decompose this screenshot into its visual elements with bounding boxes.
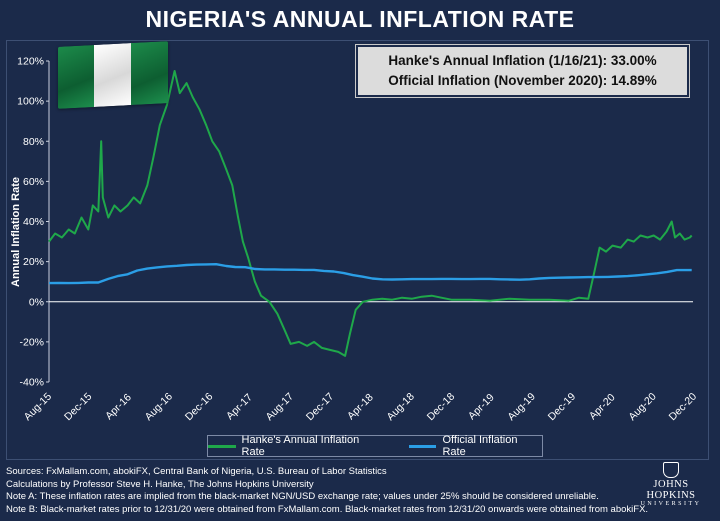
series-line-hanke xyxy=(48,70,693,357)
x-tick-label: Apr-16 xyxy=(103,391,134,422)
y-tick-label: -20% xyxy=(19,336,44,348)
x-tick-label: Dec-20 xyxy=(667,391,700,424)
y-tick-label: 40% xyxy=(23,216,44,228)
official-summary: Official Inflation (November 2020): 14.8… xyxy=(388,73,657,88)
x-tick-label: Apr-19 xyxy=(466,391,497,422)
x-tick-label: Aug-18 xyxy=(384,391,417,424)
y-tick-label: 20% xyxy=(23,256,44,268)
legend-item-hanke: Hanke's Annual Inflation Rate xyxy=(208,434,383,458)
y-tick-label: -40% xyxy=(19,377,44,389)
y-tick-label: 0% xyxy=(29,296,44,308)
x-tick-label: Aug-20 xyxy=(626,391,659,424)
x-tick-label: Aug-16 xyxy=(143,391,176,424)
x-tick-label: Dec-19 xyxy=(546,391,579,424)
jhu-logo-name: JOHNS HOPKINS xyxy=(646,479,696,501)
y-axis-label: Annual Inflation Rate xyxy=(10,177,22,287)
jhu-crest-icon xyxy=(663,462,679,478)
x-tick-label: Apr-18 xyxy=(345,391,376,422)
x-tick-label: Dec-15 xyxy=(62,391,95,424)
note-b: Note B: Black-market rates prior to 12/3… xyxy=(6,504,649,516)
legend-swatch-hanke xyxy=(208,444,236,448)
y-tick-label: 60% xyxy=(23,176,44,188)
sources-note: Sources: FxMallam.com, abokiFX, Central … xyxy=(6,466,387,477)
jhu-logo-sub: UNIVERSITY xyxy=(640,501,702,507)
x-tick-label: Aug-17 xyxy=(264,391,297,424)
x-tick-label: Aug-15 xyxy=(22,391,55,424)
legend-item-official: Official Inflation Rate xyxy=(408,434,542,458)
x-tick-label: Aug-19 xyxy=(505,391,538,424)
jhu-logo: JOHNS HOPKINS UNIVERSITY xyxy=(628,462,714,507)
legend-swatch-official xyxy=(408,444,437,448)
chart-frame: -40% -20% 0% 20% 40% 60% 80% 100% 120% Aug-15 Dec-… xyxy=(6,40,709,460)
x-tick-label: Dec-16 xyxy=(183,391,216,424)
chart-plot: -40%-20%0%20%40%60%80%100%120%Aug-15 Dec-… xyxy=(17,56,700,424)
y-tick-label: 120% xyxy=(17,56,44,68)
note-a: Note A: These inflation rates are implie… xyxy=(6,491,599,503)
nigeria-flag-icon xyxy=(58,41,168,109)
x-tick-label: Apr-17 xyxy=(224,391,255,422)
hanke-summary: Hanke's Annual Inflation (1/16/21): 33.0… xyxy=(388,53,657,68)
chart-title: NIGERIA'S ANNUAL INFLATION RATE xyxy=(145,6,575,32)
legend-label-official: Official Inflation Rate xyxy=(442,434,518,458)
x-tick-label: Dec-18 xyxy=(425,391,458,424)
y-tick-label: 80% xyxy=(23,136,44,148)
summary-box: Hanke's Annual Inflation (1/16/21): 33.0… xyxy=(355,44,690,98)
series-line-official xyxy=(48,263,692,285)
chart-legend: Hanke's Annual Inflation Rate Official I… xyxy=(207,434,543,458)
x-tick-label: Dec-17 xyxy=(304,391,337,424)
calculations-note: Calculations by Professor Steve H. Hanke… xyxy=(6,478,314,490)
x-tick-label: Apr-20 xyxy=(587,391,618,422)
legend-label-hanke: Hanke's Annual Inflation Rate xyxy=(241,434,360,458)
footnotes: Sources: FxMallam.com, abokiFX, Central … xyxy=(6,466,648,517)
y-tick-label: 100% xyxy=(17,96,44,108)
